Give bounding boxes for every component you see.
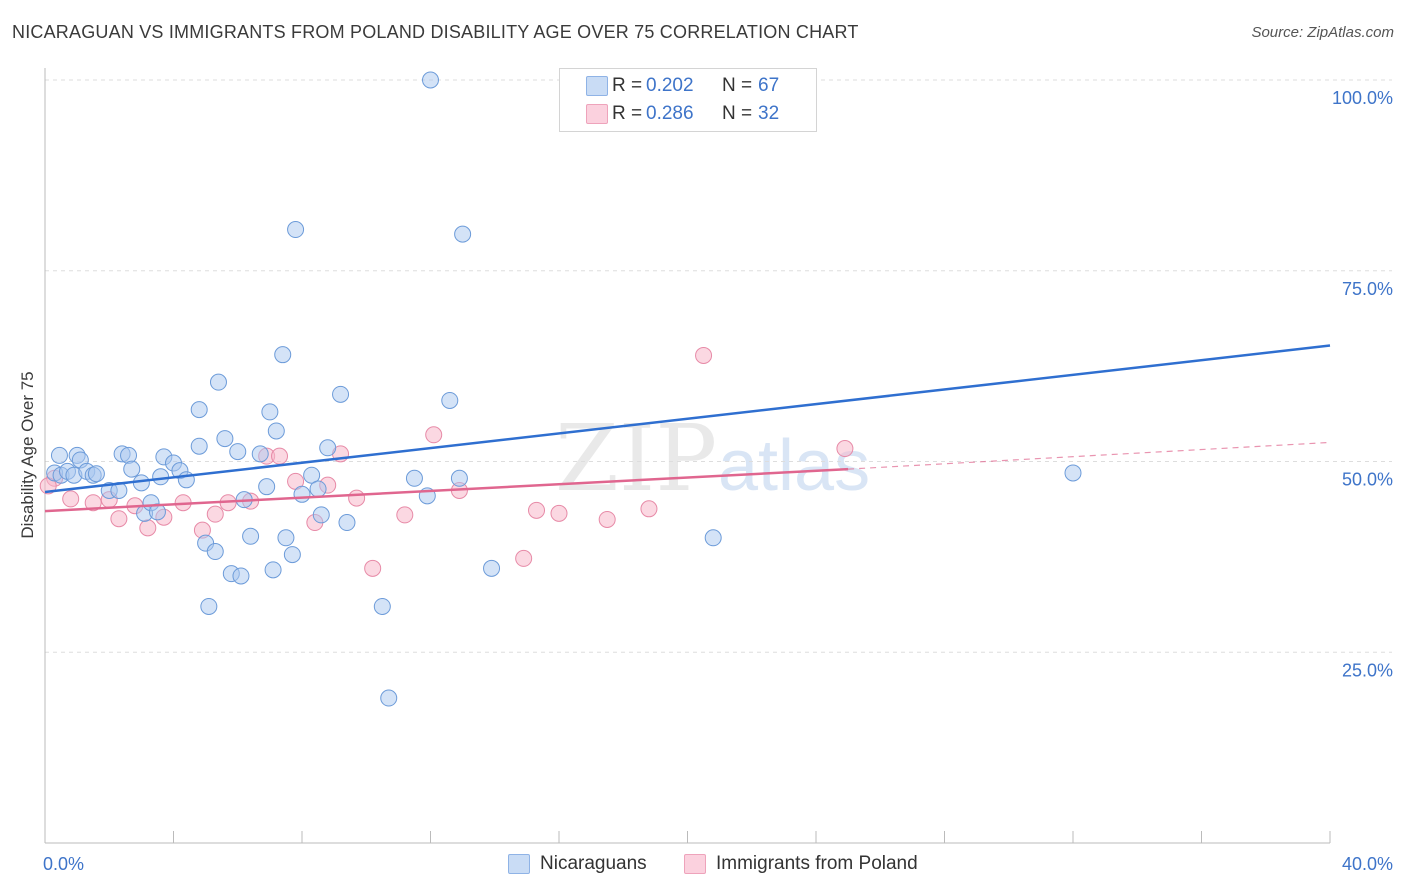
data-point-nicaraguans	[405, 469, 423, 487]
data-point-poland	[550, 504, 568, 522]
data-point-nicaraguans	[422, 71, 439, 89]
axes	[44, 68, 1331, 844]
data-point-nicaraguans	[251, 445, 269, 463]
data-point-nicaraguans	[200, 597, 218, 615]
bottom-legend-poland: Immigrants from Poland	[684, 852, 918, 876]
data-point-poland	[110, 510, 128, 528]
data-point-nicaraguans	[277, 529, 295, 547]
data-point-nicaraguans	[206, 543, 224, 561]
data-point-nicaraguans	[373, 597, 391, 615]
data-point-poland	[640, 500, 658, 518]
grid	[45, 79, 1392, 653]
trend-line-poland	[44, 467, 849, 513]
data-point-nicaraguans	[87, 465, 105, 483]
legend-n-value: 67	[758, 75, 780, 96]
watermark-zip: ZIP	[555, 405, 717, 512]
data-point-poland	[364, 559, 382, 577]
data-point-poland	[348, 489, 366, 507]
data-point-nicaraguans	[216, 430, 234, 448]
trend-line-nicaraguans	[44, 344, 1331, 494]
data-point-nicaraguans	[1064, 464, 1082, 482]
data-point-nicaraguans	[309, 480, 327, 498]
correlation-legend: R = 0.202 N = 67 R = 0.286 N = 32	[559, 68, 817, 132]
bottom-legend-nicaraguans: Nicaraguans	[508, 852, 647, 876]
data-point-nicaraguans	[190, 401, 208, 419]
data-point-nicaraguans	[319, 439, 337, 457]
data-point-nicaraguans	[332, 385, 350, 403]
data-point-poland	[206, 505, 224, 523]
data-point-poland	[515, 549, 533, 567]
data-point-poland	[62, 490, 80, 508]
watermark: ZIP atlas	[555, 405, 870, 512]
legend-r-label: R =	[612, 75, 643, 96]
legend-n-label: N =	[722, 75, 753, 96]
bottom-legend-label: Immigrants from Poland	[716, 853, 918, 874]
y-tick-label: 100.0%	[1332, 88, 1393, 108]
data-point-nicaraguans	[283, 546, 301, 564]
data-point-nicaraguans	[450, 469, 468, 487]
data-point-nicaraguans	[274, 346, 292, 364]
data-point-poland	[836, 440, 854, 458]
y-tick-label: 75.0%	[1342, 279, 1393, 299]
data-point-nicaraguans	[209, 373, 227, 391]
data-point-nicaraguans	[267, 422, 285, 440]
source-label: Source: ZipAtlas.com	[1251, 24, 1394, 41]
trend-lines	[44, 344, 1331, 513]
data-point-nicaraguans	[454, 225, 472, 243]
legend-r-value: 0.286	[646, 103, 694, 124]
x-tick-label: 40.0%	[1342, 854, 1393, 874]
data-point-nicaraguans	[264, 561, 282, 579]
data-point-poland	[598, 510, 616, 528]
data-point-nicaraguans	[380, 689, 398, 707]
legend-swatch-pink	[586, 104, 608, 124]
data-point-nicaraguans	[303, 466, 321, 484]
legend-row-poland: R = 0.286 N = 32	[586, 102, 780, 126]
legend-swatch-blue	[586, 76, 608, 96]
y-tick-label: 25.0%	[1342, 660, 1393, 680]
watermark-atlas: atlas	[718, 426, 870, 506]
data-point-nicaraguans	[232, 567, 250, 585]
data-point-nicaraguans	[123, 460, 141, 478]
data-point-poland	[425, 426, 443, 444]
series-nicaraguans	[46, 71, 1082, 707]
legend-n-value: 32	[758, 103, 780, 124]
bottom-legend-label: Nicaraguans	[540, 853, 647, 874]
bottom-legend-swatch-pink	[684, 854, 706, 874]
data-point-nicaraguans	[312, 506, 330, 524]
chart-title: NICARAGUAN VS IMMIGRANTS FROM POLAND DIS…	[12, 22, 859, 42]
data-point-poland	[84, 494, 102, 512]
data-point-nicaraguans	[293, 485, 311, 503]
x-tick-label: 0.0%	[43, 854, 84, 874]
data-point-nicaraguans	[229, 443, 247, 461]
legend-row-nicaraguans: R = 0.202 N = 67	[586, 74, 780, 98]
data-point-nicaraguans	[441, 391, 459, 409]
data-point-nicaraguans	[148, 503, 166, 521]
data-point-nicaraguans	[483, 559, 501, 577]
data-point-poland	[396, 506, 414, 524]
legend-r-value: 0.202	[646, 75, 694, 96]
data-point-nicaraguans	[704, 529, 722, 547]
data-point-nicaraguans	[50, 446, 68, 464]
tick-labels: 100.0% 75.0% 50.0% 25.0% 0.0% 40.0%	[43, 88, 1393, 874]
bottom-legend-swatch-blue	[508, 854, 530, 874]
data-point-nicaraguans	[190, 437, 208, 455]
data-point-nicaraguans	[152, 468, 170, 486]
data-point-poland	[695, 346, 713, 364]
legend-r-label: R =	[612, 103, 643, 124]
data-point-nicaraguans	[242, 527, 260, 545]
y-tick-label: 50.0%	[1342, 470, 1393, 490]
data-point-poland	[139, 519, 157, 537]
data-point-nicaraguans	[261, 403, 279, 421]
data-point-poland	[528, 501, 546, 519]
data-point-nicaraguans	[258, 478, 276, 496]
data-point-poland	[271, 447, 289, 465]
trend-line-poland-extension	[848, 441, 1331, 470]
data-point-nicaraguans	[287, 221, 305, 239]
legend-n-label: N =	[722, 103, 753, 124]
data-point-nicaraguans	[338, 514, 356, 532]
